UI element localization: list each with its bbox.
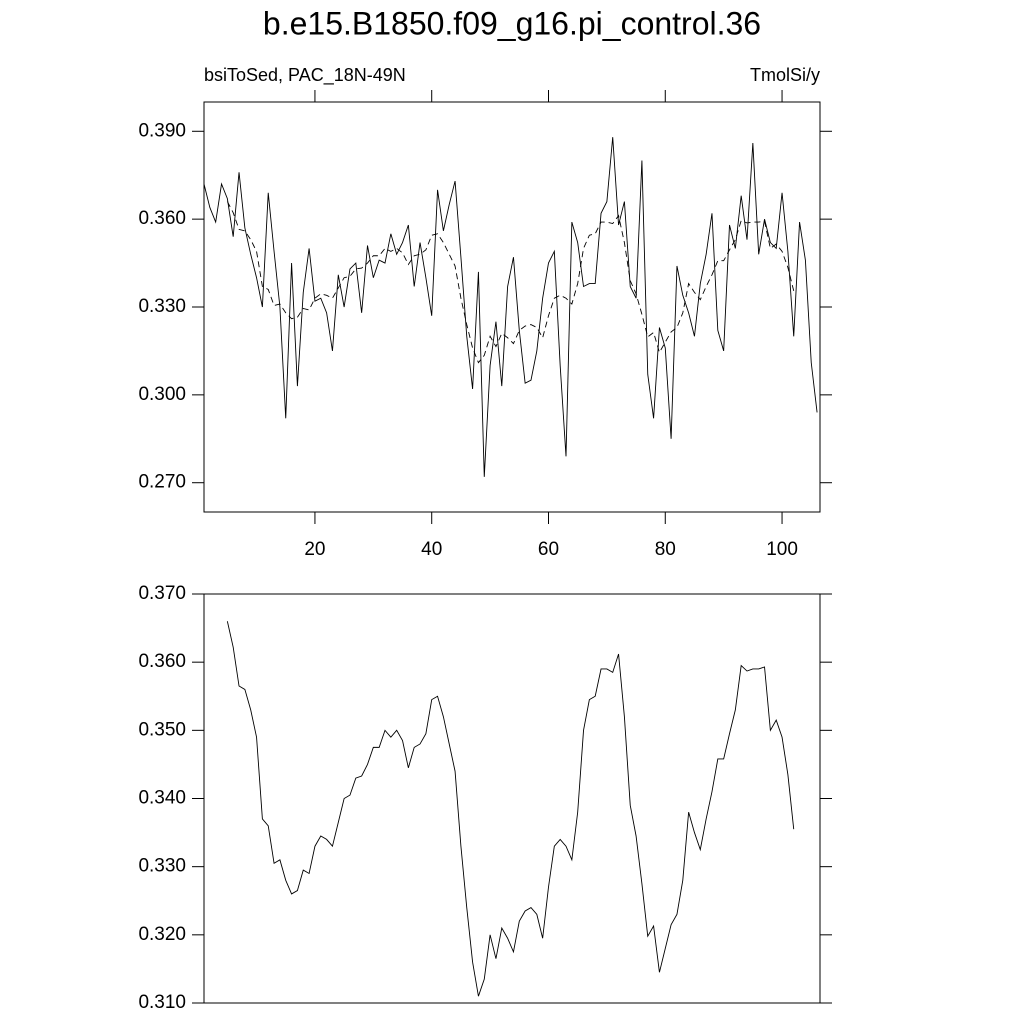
y-tick-label: 0.340 (138, 788, 186, 809)
y-tick-label: 0.360 (138, 208, 186, 229)
y-tick-label: 0.310 (138, 992, 186, 1013)
y-tick-label: 0.360 (138, 651, 186, 672)
x-tick-label: 100 (766, 539, 798, 560)
y-tick-label: 0.320 (138, 924, 186, 945)
x-tick-label: 40 (421, 539, 442, 560)
y-tick-label: 0.300 (138, 384, 186, 405)
subtitle-left: bsiToSed, PAC_18N-49N (204, 65, 406, 86)
y-tick-label: 0.270 (138, 472, 186, 493)
chart-title: b.e15.B1850.f09_g16.pi_control.36 (263, 5, 761, 41)
series-line (203, 137, 818, 477)
y-tick-label: 0.370 (138, 583, 186, 604)
y-tick-label: 0.330 (138, 296, 186, 317)
y-tick-label: 0.350 (138, 719, 186, 740)
x-tick-label: 80 (655, 539, 676, 560)
subtitle-right: TmolSi/y (750, 65, 820, 85)
series-line (226, 621, 795, 997)
series-line (226, 201, 795, 364)
plot-frame (203, 593, 821, 1004)
x-tick-label: 20 (304, 539, 325, 560)
x-tick-label: 60 (538, 539, 559, 560)
y-tick-label: 0.390 (138, 120, 186, 141)
plot-frame (203, 101, 821, 513)
y-tick-label: 0.330 (138, 856, 186, 877)
